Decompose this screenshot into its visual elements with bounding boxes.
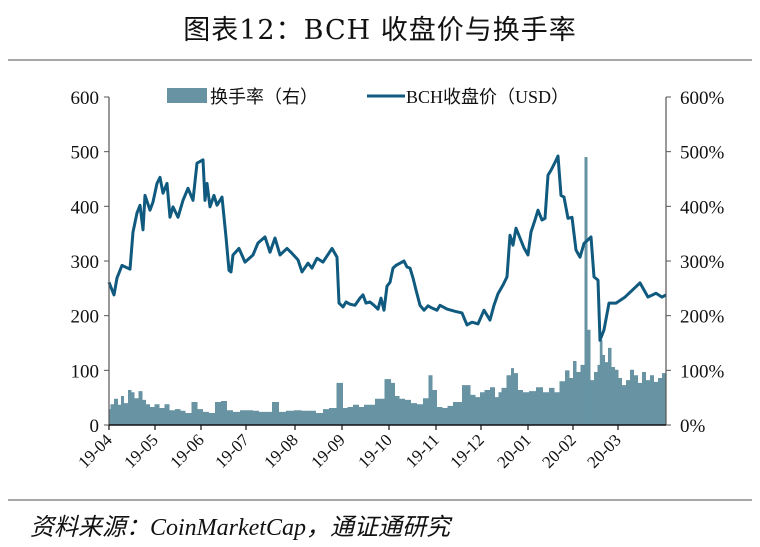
x-tick-label: 19-06 [166,430,207,471]
top-divider [8,59,752,61]
y-right-tick-label: 400% [680,197,725,218]
x-tick-label: 19-11 [402,430,443,471]
y-right-tick-label: 500% [680,143,725,164]
source-note: 资料来源：CoinMarketCap，通证通研究 [30,515,450,541]
turnover-spike [584,157,588,425]
legend-turnover-label: 换手率（右） [210,87,318,107]
price-line [107,154,667,342]
y-left-tick-label: 0 [90,416,100,437]
y-right-tick-label: 300% [680,252,725,273]
x-tick-label: 19-12 [446,430,487,471]
x-tick-label: 19-07 [211,430,253,472]
x-tick-label: 19-05 [120,430,161,471]
turnover-area [109,157,666,425]
x-tick-label: 19-10 [354,430,395,471]
y-right-tick-label: 600% [680,88,725,109]
y-left-tick-label: 100 [71,361,100,382]
chart-area: 0 100 200 300 400 500 600 0% 100% 200% 300% 400% 500… [71,87,725,472]
y-right-tick-label: 200% [680,307,725,328]
x-tick-label: 20-01 [493,430,534,471]
turnover-bars [109,157,666,425]
y-left-tick-label: 200 [71,307,100,328]
legend-turnover-swatch [167,88,207,103]
y-right-tick-label: 0% [680,416,706,437]
bottom-divider [8,499,752,501]
y-left-tick-label: 300 [71,252,100,273]
x-tick-label: 20-03 [583,430,624,471]
x-tick-label: 19-09 [307,430,348,471]
y-left-tick-label: 500 [71,143,100,164]
x-tick-label: 19-08 [260,430,301,471]
chart-title: 图表12：BCH 收盘价与换手率 [183,15,577,46]
y-left-tick-label: 400 [71,197,100,218]
x-tick-label: 19-04 [74,430,116,472]
turnover-spike [587,329,591,425]
legend: 换手率（右） BCH收盘价（USD） [167,87,569,107]
x-tick-label: 20-02 [538,430,579,471]
y-right-tick-label: 100% [680,361,725,382]
legend-price-label: BCH收盘价（USD） [406,87,569,107]
y-left-tick-label: 600 [71,88,100,109]
turnover-spike [599,340,603,425]
